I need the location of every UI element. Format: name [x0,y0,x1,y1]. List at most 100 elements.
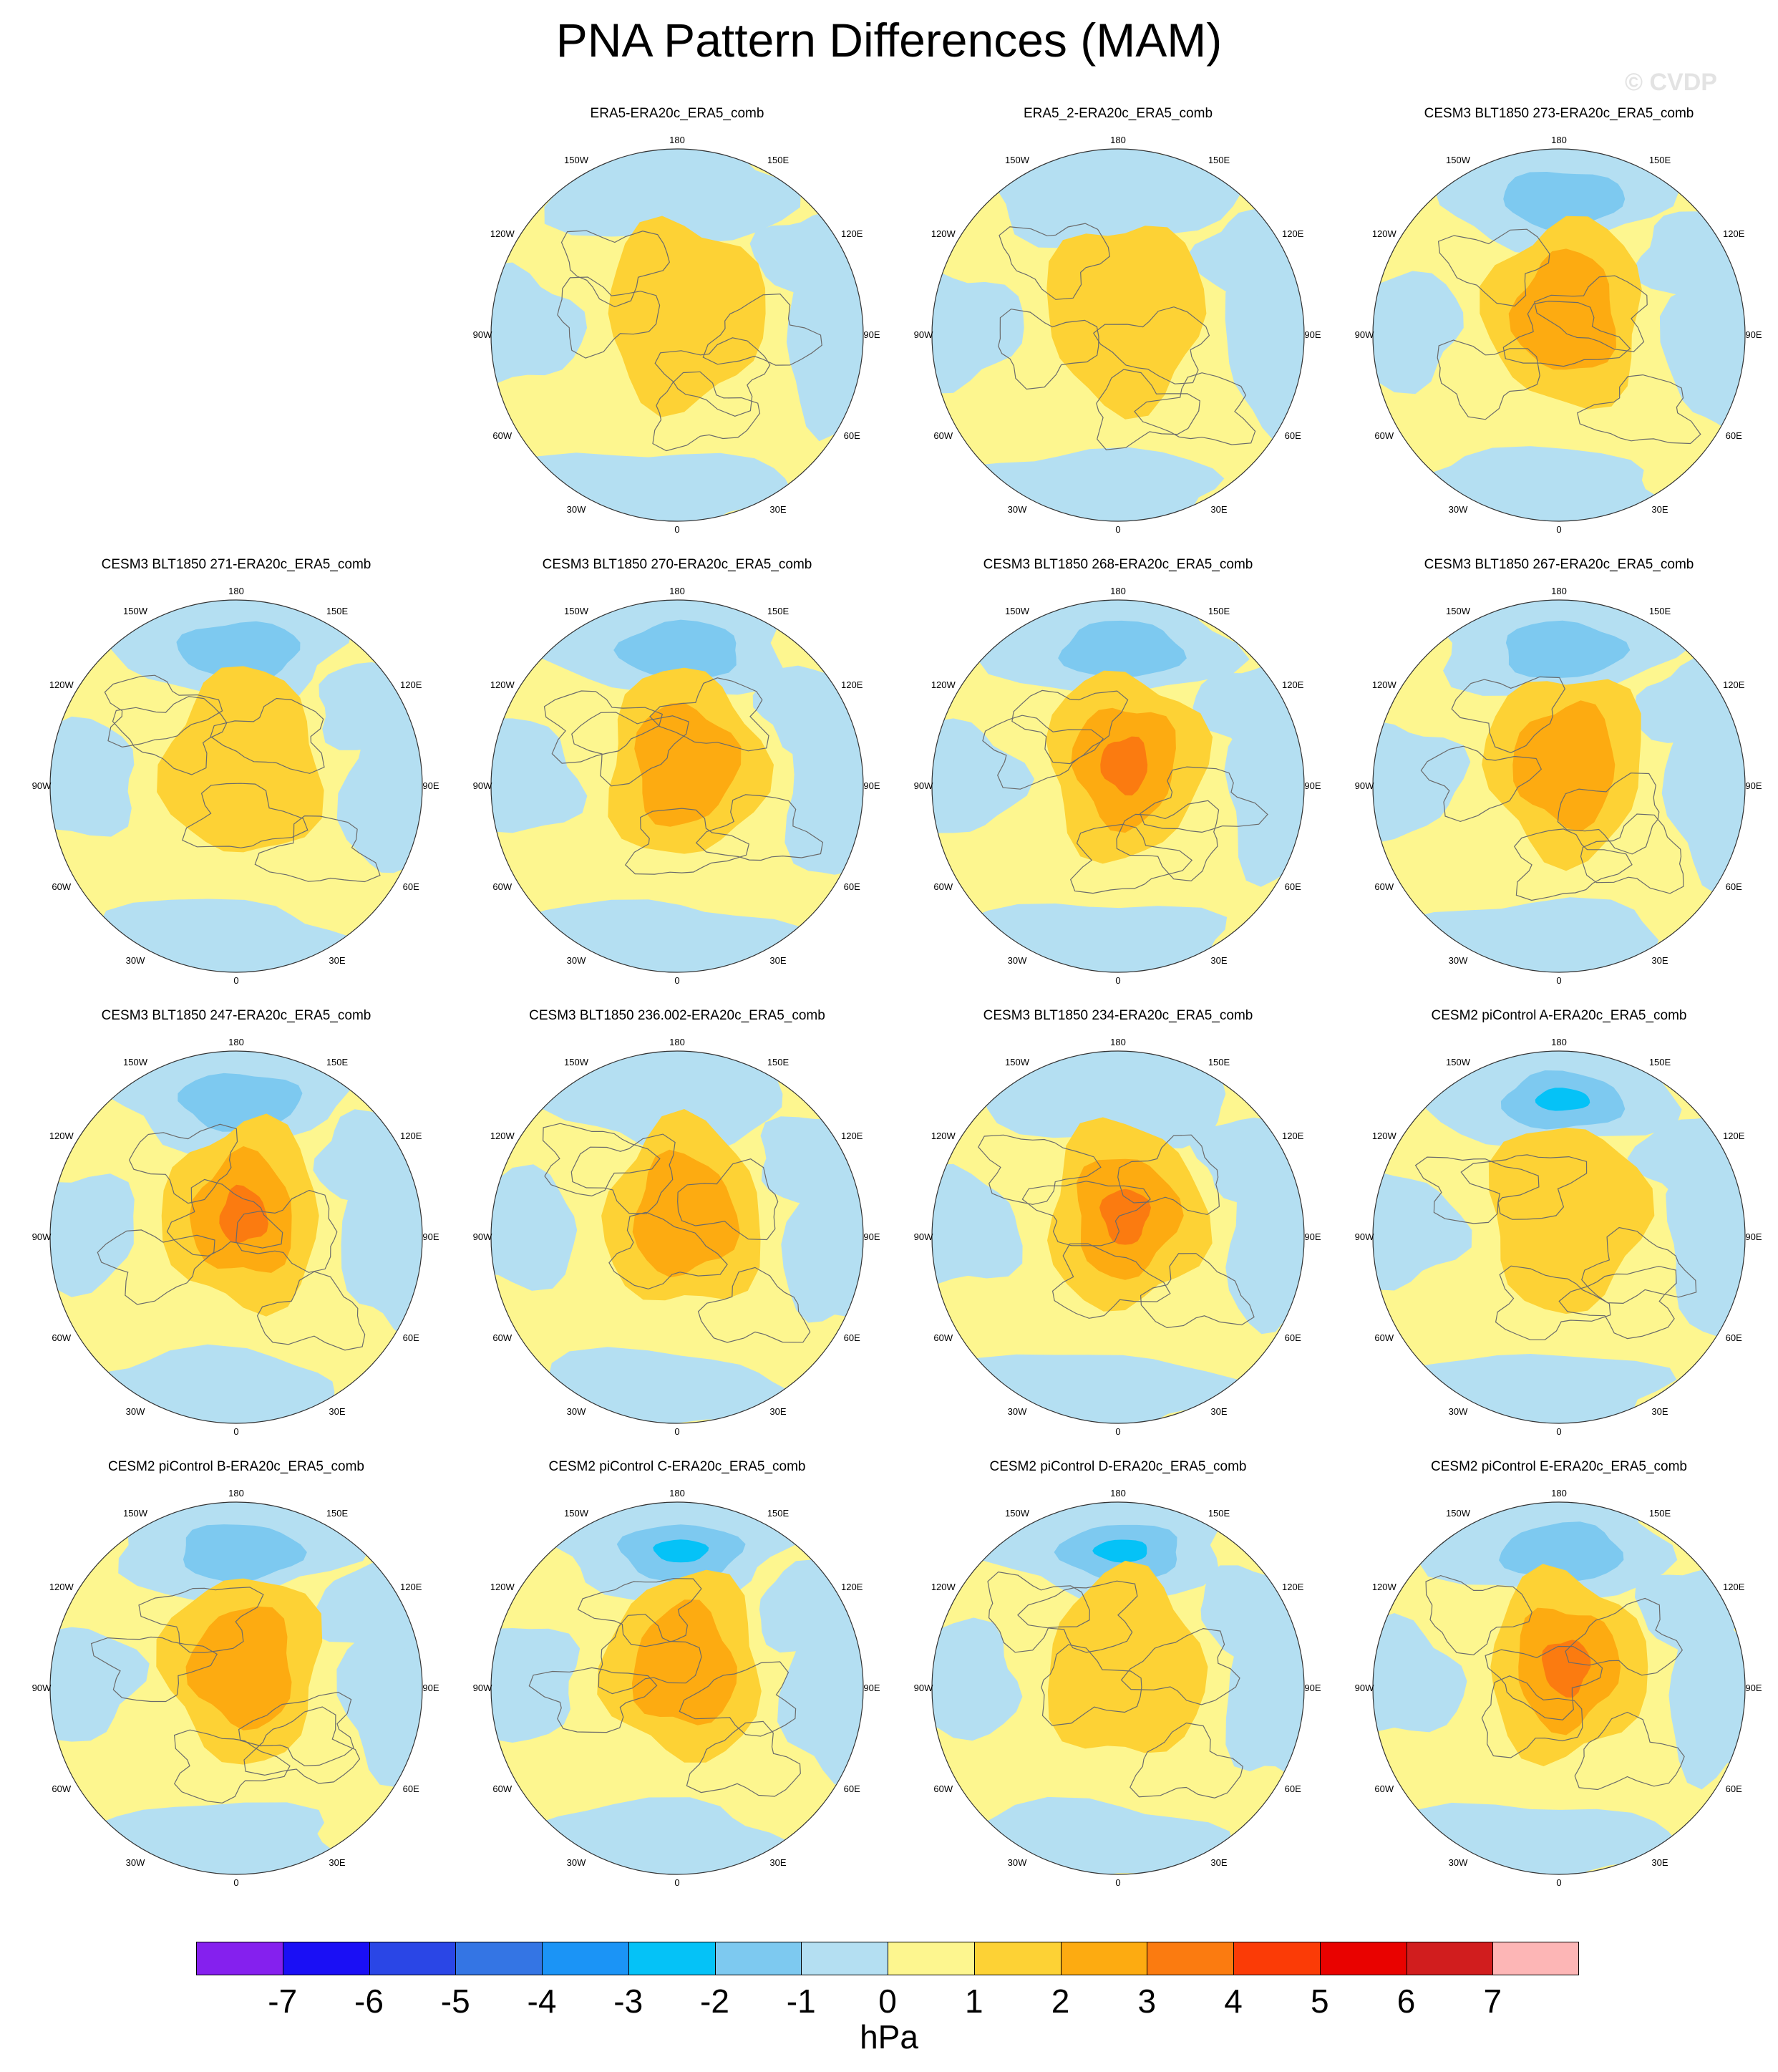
longitude-label: 90W [473,1231,492,1242]
polar-map: 180 150E 120E 90E 60E 30E 0 30W 60W 90W 120W 150W [914,586,1321,986]
coastline [1140,766,1268,833]
coastline [210,697,325,774]
coastline [1502,300,1631,367]
longitude-label: 120E [400,679,422,690]
negative-anomaly-region [998,149,1242,248]
longitude-label: 150W [564,1057,589,1068]
longitude-label: 90E [1304,1231,1321,1242]
map-boundary [931,148,1305,522]
map-boundary [931,599,1305,973]
coastline [624,808,749,875]
coastline [542,1123,661,1197]
panel-title: CESM3 BLT1850 247-ERA20c_ERA5_comb [101,1008,371,1023]
longitude-label: 90E [1745,780,1762,791]
longitude-label: 120E [841,679,863,690]
map-boundary [1372,599,1746,973]
longitude-label: 150W [1446,1057,1471,1068]
map-boundary [1372,1050,1746,1424]
longitude-label: 30W [126,955,145,966]
panel-title: CESM3 BLT1850 271-ERA20c_ERA5_comb [101,557,371,572]
longitude-label: 30E [769,1406,786,1417]
contour-field [491,1051,863,1423]
longitude-label: 120E [400,1582,422,1592]
longitude-label: 60W [933,1783,953,1794]
longitude-label: 90E [863,1231,880,1242]
coastline [1051,1243,1171,1319]
map-boundary [490,1501,864,1875]
contour-field [932,600,1304,972]
coastline [112,696,228,775]
negative-anomaly-region [943,903,1228,972]
longitude-label: 60E [1726,881,1742,892]
longitude-label: 180 [669,586,685,596]
coastline [649,677,769,752]
longitude-label: 60W [1374,881,1394,892]
longitude-label: 150W [123,1508,148,1519]
longitude-label: 60E [844,430,860,441]
panel-title: CESM2 piControl A-ERA20c_ERA5_comb [1431,1008,1687,1023]
longitude-label: 30W [1449,1857,1468,1868]
negative-anomaly-region [932,718,1035,833]
polar-map: 180 150E 120E 90E 60E 30E 0 30W 60W 90W 120W 150W [473,1037,880,1437]
coastline [695,794,824,861]
contour-field [491,600,863,972]
map-panel: CESM3 BLT1850 267-ERA20c_ERA5_comb 180 150… [1344,557,1774,1008]
longitude-label: 150E [326,1057,349,1068]
longitude-label: 120E [1723,1131,1745,1141]
longitude-label: 90E [863,1683,880,1693]
longitude-label: 150E [1649,155,1671,165]
negative-anomaly-core [176,621,301,681]
negative-anomaly-peak [653,1539,709,1563]
negative-anomaly-region [539,1051,783,1156]
longitude-label: 150E [1208,155,1230,165]
longitude-label: 30E [329,1857,345,1868]
longitude-label: 30E [329,1406,345,1417]
longitude-label: 180 [1110,586,1126,596]
panel-title: CESM3 BLT1850 268-ERA20c_ERA5_comb [983,557,1253,572]
longitude-label: 60W [492,1332,512,1343]
polar-map: 180 150E 120E 90E 60E 30E 0 30W 60W 90W 120W 150W [32,586,439,986]
longitude-label: 60W [52,1332,71,1343]
longitude-label: 150W [564,606,589,616]
coastline [608,1211,728,1289]
coastline [978,1134,1102,1205]
coastline [173,1729,291,1804]
longitude-label: 150E [1208,1508,1230,1519]
coastline [1485,1645,1603,1720]
polar-map: 180 150E 120E 90E 60E 30E 0 30W 60W 90W 120W 150W [1355,1488,1762,1888]
longitude-label: 30E [769,1857,786,1868]
coastline [543,690,664,764]
map-panel: CESM3 BLT1850 234-ERA20c_ERA5_comb 180 150… [903,1008,1333,1459]
negative-anomaly-region [50,1627,150,1742]
panel-title: CESM3 BLT1850 234-ERA20c_ERA5_comb [983,1008,1253,1023]
coastline [1120,1627,1240,1705]
longitude-label: 0 [674,1877,679,1888]
longitude-label: 30W [1449,1406,1468,1417]
longitude-label: 120E [1282,679,1304,690]
longitude-label: 120W [49,1582,74,1592]
coastline [1565,1597,1684,1676]
longitude-label: 150W [1446,606,1471,616]
longitude-label: 150E [767,1508,790,1519]
coastline [235,1189,338,1273]
polar-map: 180 150E 120E 90E 60E 30E 0 30W 60W 90W 120W 150W [914,1037,1321,1437]
coastline [697,1267,811,1343]
longitude-label: 60W [52,1783,71,1794]
negative-anomaly-core [1505,620,1631,678]
panel-title: ERA5_2-ERA20c_ERA5_comb [1023,106,1213,121]
longitude-label: 0 [1115,1426,1120,1437]
map-panel: ERA5_2-ERA20c_ERA5_comb 180 150E 120E 90E 60E… [903,106,1333,557]
longitude-label: 120E [841,1582,863,1592]
longitude-label: 0 [674,1426,679,1437]
longitude-label: 180 [1551,1037,1567,1047]
longitude-label: 180 [1110,1488,1126,1499]
longitude-label: 150W [1005,1508,1030,1519]
coastline [1130,1722,1243,1799]
contour-field [932,149,1304,521]
longitude-label: 150W [1005,1057,1030,1068]
longitude-label: 120E [1723,1582,1745,1592]
negative-anomaly-region [491,1628,580,1743]
longitude-label: 90E [1304,780,1321,791]
coastline [1116,800,1220,882]
longitude-label: 90E [863,329,880,340]
